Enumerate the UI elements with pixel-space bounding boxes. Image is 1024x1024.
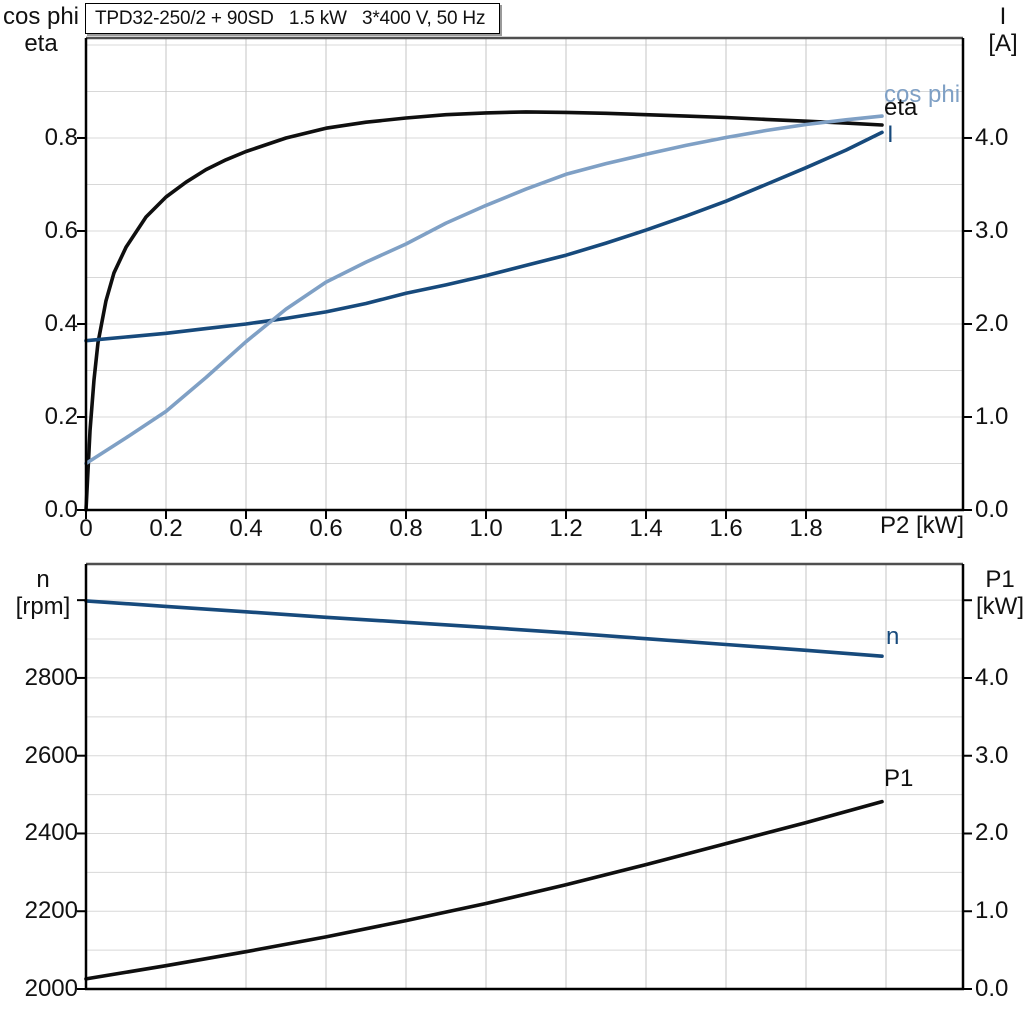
speed-curve	[84, 599, 884, 659]
cos-phi-curve	[84, 114, 884, 466]
p1-curve	[84, 799, 884, 981]
current-curve	[84, 130, 884, 343]
eta-curve	[84, 110, 884, 512]
